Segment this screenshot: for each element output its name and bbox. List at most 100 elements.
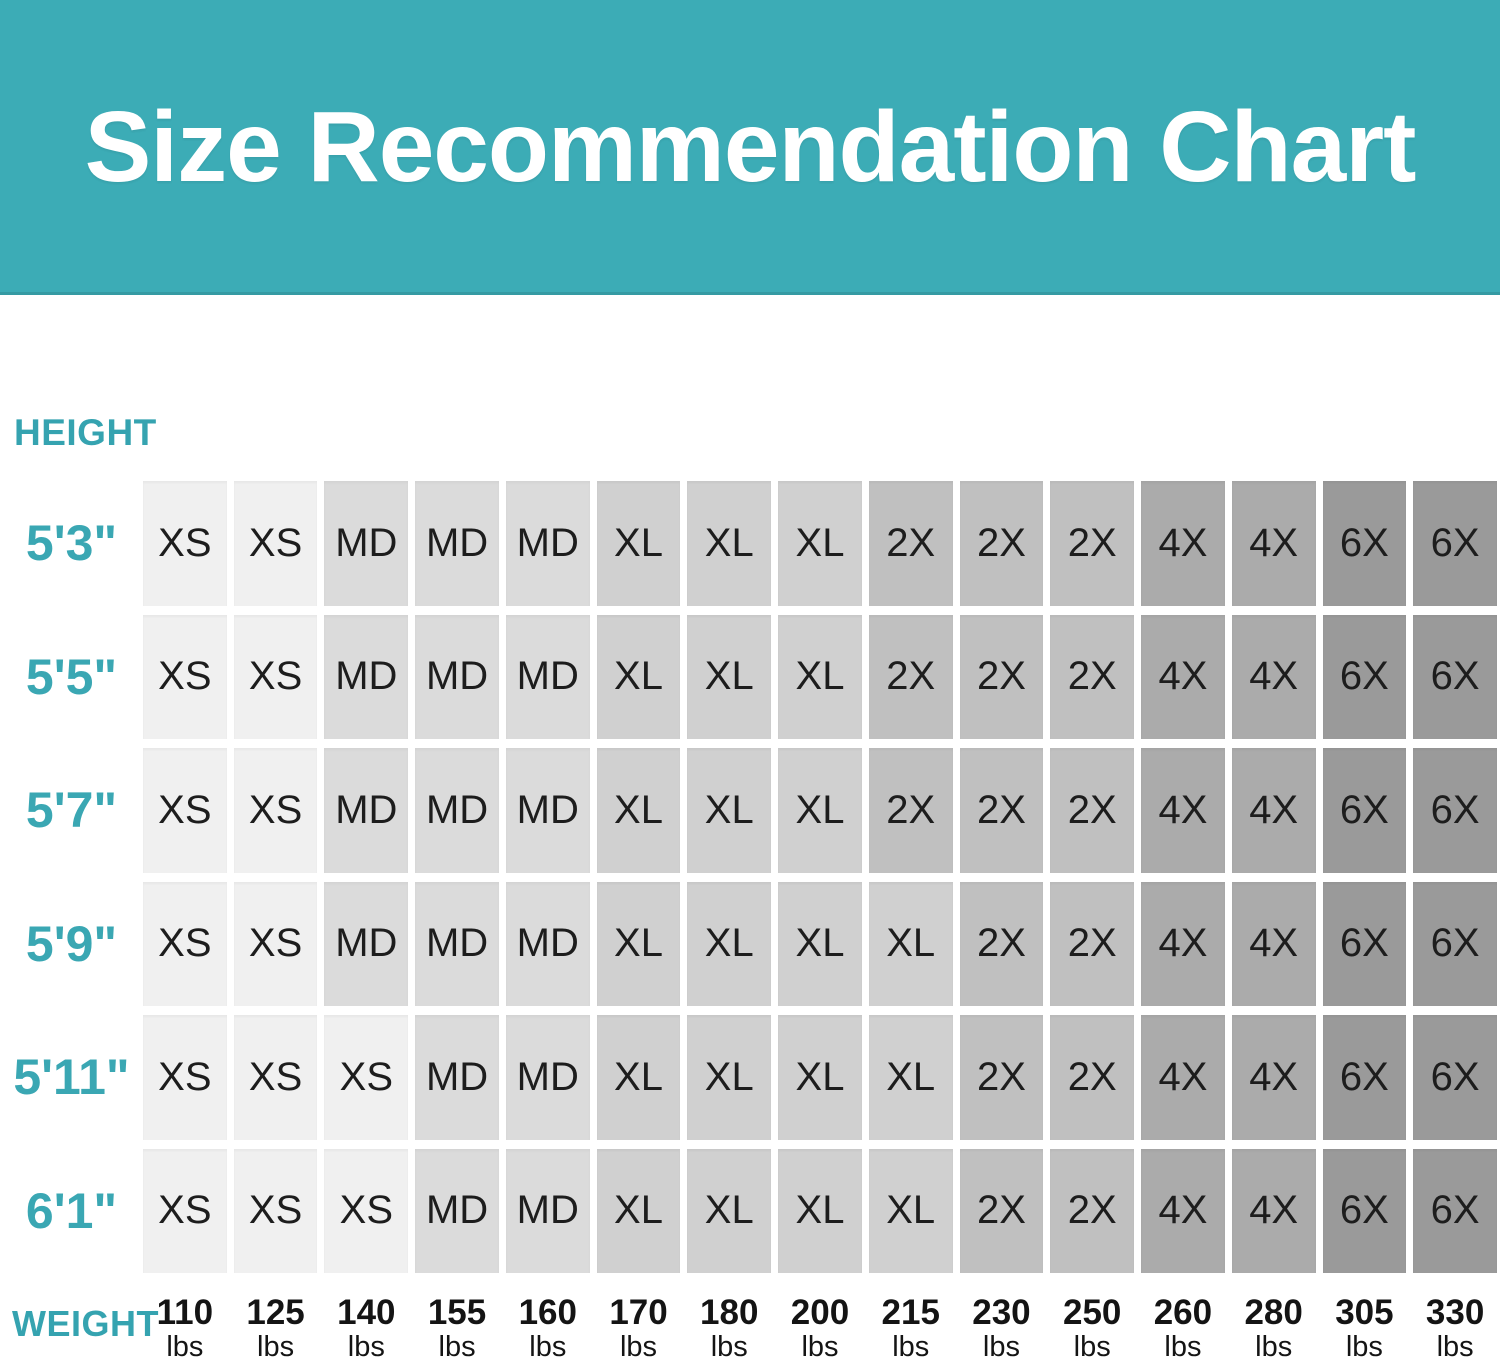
size-cell: MD xyxy=(505,1015,590,1140)
weight-tick: 280 lbs xyxy=(1232,1292,1316,1358)
size-cell: 2X xyxy=(1050,1015,1135,1140)
size-cell: 2X xyxy=(1050,748,1135,873)
size-cell: MD xyxy=(415,614,499,739)
size-cell: 6X xyxy=(1322,1148,1407,1273)
size-cell: 4X xyxy=(1231,1148,1316,1273)
height-tick-label: 5'7" xyxy=(25,782,118,839)
weight-tick-unit: lbs xyxy=(529,1331,567,1358)
page-title: Size Recommendation Chart xyxy=(84,91,1417,203)
weight-tick-value: 330 xyxy=(1425,1293,1485,1332)
size-cell: XL xyxy=(687,1148,772,1273)
size-cell: XL xyxy=(596,614,681,739)
size-cell: XS xyxy=(233,614,318,739)
size-cell: MD xyxy=(505,748,590,873)
size-cell: 2X xyxy=(959,614,1044,739)
size-cell: 6X xyxy=(1322,1015,1407,1140)
size-cell: XS xyxy=(233,881,318,1006)
size-cell: XL xyxy=(778,614,862,739)
height-tick-label: 5'5" xyxy=(25,648,118,705)
height-tick-label: 5'9" xyxy=(25,915,118,972)
size-cell: MD xyxy=(324,614,409,739)
size-cell: 6X xyxy=(1413,1015,1497,1140)
size-cell: 4X xyxy=(1141,614,1225,739)
weight-tick-unit: lbs xyxy=(1073,1331,1111,1358)
size-cell: XL xyxy=(596,1148,681,1273)
weight-axis-label: WEIGHT xyxy=(12,1303,159,1344)
weight-tick-value: 160 xyxy=(518,1293,577,1332)
size-cell: XL xyxy=(778,1015,862,1140)
size-cell: XS xyxy=(143,1015,227,1140)
size-cell: XL xyxy=(868,881,953,1006)
size-cell: 2X xyxy=(1050,614,1135,739)
weight-tick-value: 140 xyxy=(337,1293,396,1332)
size-cell: 4X xyxy=(1141,748,1225,873)
size-cell: XL xyxy=(687,881,772,1006)
size-cell: 6X xyxy=(1413,614,1497,739)
size-cell: 6X xyxy=(1413,1148,1497,1273)
size-cell: MD xyxy=(415,748,499,873)
size-cell: 2X xyxy=(868,748,953,873)
size-cell: MD xyxy=(415,1015,499,1140)
size-cell: 2X xyxy=(959,881,1044,1006)
size-cell: 2X xyxy=(959,1015,1044,1140)
height-tick-label: 6'1" xyxy=(25,1182,118,1239)
size-cell: XL xyxy=(687,614,772,739)
size-cell: MD xyxy=(505,1148,590,1273)
weight-tick-value: 230 xyxy=(972,1293,1031,1332)
size-cell: 2X xyxy=(959,481,1044,606)
weight-tick: 200 lbs xyxy=(778,1292,862,1358)
size-cell: MD xyxy=(505,614,590,739)
size-cell: XL xyxy=(687,1015,772,1140)
size-cell: 2X xyxy=(868,614,953,739)
size-cell: 2X xyxy=(868,481,953,606)
size-cell: MD xyxy=(505,881,590,1006)
weight-tick: 160 lbs xyxy=(506,1292,590,1358)
size-cell: 6X xyxy=(1413,881,1497,1006)
weight-tick: 170 lbs xyxy=(597,1292,681,1358)
size-cell: 4X xyxy=(1141,1015,1225,1140)
size-cell: 2X xyxy=(959,1148,1044,1273)
size-cell: 2X xyxy=(959,748,1044,873)
size-cell: 4X xyxy=(1231,881,1316,1006)
weight-tick-unit: lbs xyxy=(619,1331,658,1358)
weight-tick-unit: lbs xyxy=(982,1331,1020,1358)
weight-tick: 305 lbs xyxy=(1323,1292,1407,1358)
weight-tick: 215 lbs xyxy=(869,1292,953,1358)
size-cell: MD xyxy=(415,881,499,1006)
weight-tick-value: 180 xyxy=(700,1293,759,1332)
weight-tick-value: 260 xyxy=(1153,1293,1213,1332)
weight-tick: 155 lbs xyxy=(415,1292,499,1358)
size-cell: 2X xyxy=(1050,481,1135,606)
weight-tick: 230 lbs xyxy=(960,1292,1044,1358)
weight-tick: 260 lbs xyxy=(1141,1292,1225,1358)
weight-tick-value: 170 xyxy=(609,1293,668,1332)
size-cell: XS xyxy=(143,481,227,606)
size-cell: XL xyxy=(596,481,681,606)
size-cell: XL xyxy=(596,1015,681,1140)
size-cell: MD xyxy=(324,881,409,1006)
weight-tick: 330 lbs xyxy=(1413,1292,1497,1358)
size-cell: XL xyxy=(687,481,772,606)
size-cell: 4X xyxy=(1141,481,1225,606)
weight-tick-unit: lbs xyxy=(438,1331,476,1358)
size-cell: 6X xyxy=(1322,481,1407,606)
size-cell: 4X xyxy=(1141,881,1225,1006)
size-cell: XL xyxy=(687,748,772,873)
size-cell: XS xyxy=(143,614,227,739)
weight-tick-unit: lbs xyxy=(892,1331,930,1358)
weight-tick-unit: lbs xyxy=(347,1331,385,1358)
height-axis-tick-labels: 5'3" 5'5" 5'7" 5'9" 5'11" 6'1" xyxy=(0,481,143,1273)
size-cell: XL xyxy=(868,1015,953,1140)
size-cell: XS xyxy=(324,1015,409,1140)
size-cell: 6X xyxy=(1322,748,1407,873)
weight-tick: 180 lbs xyxy=(687,1292,771,1358)
size-cell: XS xyxy=(233,748,318,873)
size-cell: 4X xyxy=(1231,481,1316,606)
size-cell: 6X xyxy=(1413,481,1497,606)
size-cell: MD xyxy=(324,748,409,873)
size-cell: 6X xyxy=(1322,881,1407,1006)
size-grid: XS XS MD MD MD XL XL XL 2X 2X 2X 4X 4X 6X 6X XS XS MD MD MD… xyxy=(143,481,1497,1273)
weight-tick: 140 lbs xyxy=(324,1292,408,1358)
title-banner: Size Recommendation Chart xyxy=(0,0,1500,295)
height-tick-label: 5'3" xyxy=(25,515,118,572)
